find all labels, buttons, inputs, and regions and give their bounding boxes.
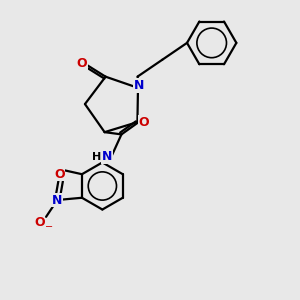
Text: N: N	[134, 79, 144, 92]
Text: H: H	[92, 152, 101, 162]
Text: O: O	[139, 116, 149, 129]
Text: O: O	[77, 57, 87, 70]
Text: O: O	[34, 216, 45, 229]
Text: N: N	[52, 194, 62, 206]
Text: −: −	[45, 222, 53, 232]
Text: O: O	[54, 168, 65, 181]
Text: N: N	[102, 150, 112, 163]
